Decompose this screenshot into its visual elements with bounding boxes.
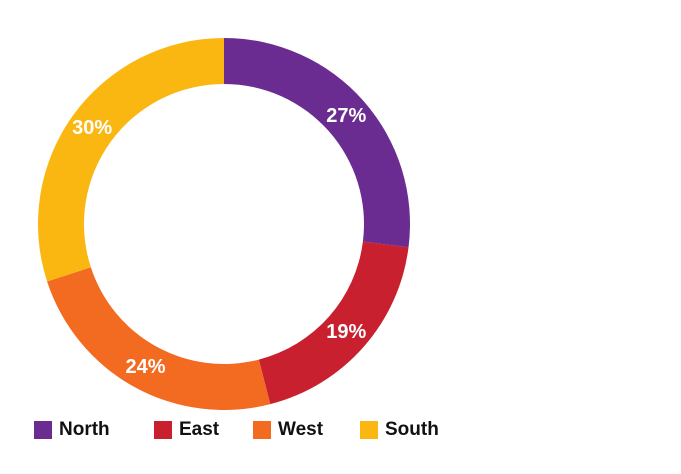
- donut-slices: [37, 38, 410, 411]
- slice-label-south: 30%: [72, 117, 112, 139]
- legend-item-south: South: [360, 418, 439, 442]
- legend-swatch-west: [253, 421, 271, 439]
- donut-slice-labels: 27% 19% 24% 30%: [72, 105, 366, 378]
- chart-legend: North East West South: [34, 418, 654, 442]
- legend-item-north: North: [34, 418, 110, 442]
- slice-west: [47, 267, 271, 411]
- legend-label-north: North: [59, 419, 110, 440]
- legend-swatch-south: [360, 421, 378, 439]
- legend-label-east: East: [179, 419, 220, 440]
- legend-item-west: West: [253, 418, 323, 442]
- slice-label-east: 19%: [326, 321, 366, 343]
- legend-item-east: East: [154, 418, 219, 442]
- legend-swatch-north: [34, 421, 52, 439]
- legend-label-south: South: [385, 419, 439, 440]
- legend-swatch-east: [154, 421, 172, 439]
- slice-north: [224, 38, 410, 248]
- slice-east: [258, 241, 409, 405]
- slice-label-west: 24%: [125, 356, 165, 378]
- slice-label-north: 27%: [326, 105, 366, 127]
- legend-label-west: West: [278, 419, 324, 440]
- slice-south: [37, 38, 225, 282]
